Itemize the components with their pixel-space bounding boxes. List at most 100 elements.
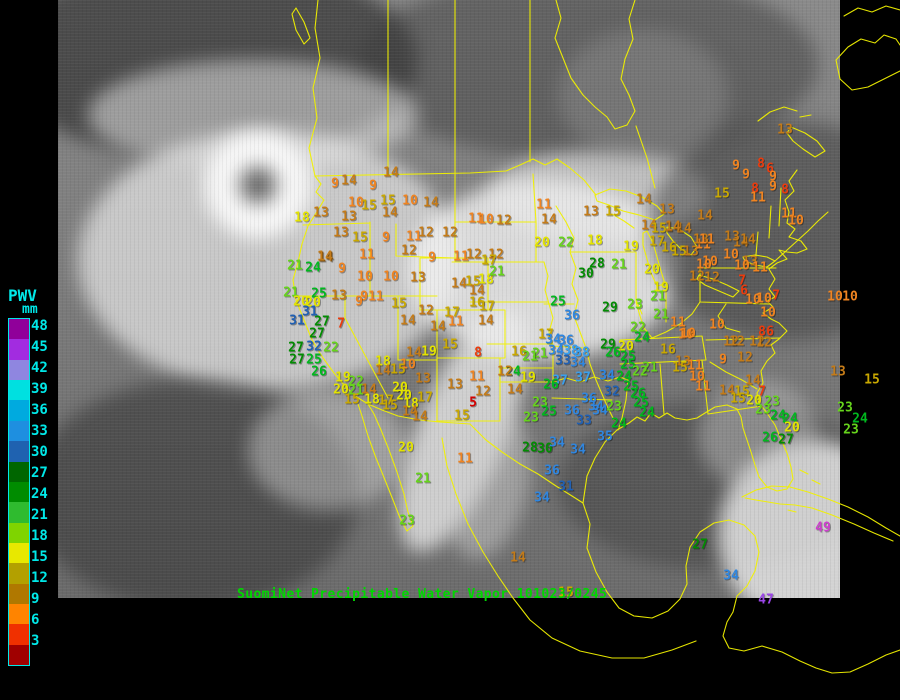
legend-color-step [9, 319, 29, 340]
station-value: 38 [574, 345, 590, 361]
legend-color-step [9, 359, 29, 381]
station-value: 15 [442, 337, 458, 353]
station-value: 34 [534, 490, 550, 506]
station-value: 8 [751, 181, 759, 197]
station-value: 15 [454, 408, 470, 424]
hudson-bay [554, 0, 636, 130]
lake-ontario [742, 254, 776, 268]
station-value: 25 [623, 379, 639, 395]
station-value: 38 [563, 343, 579, 359]
station-value: 36 [564, 403, 580, 419]
station-value: 10 [842, 289, 858, 305]
station-value: 5 [469, 395, 477, 411]
maritimes [757, 106, 826, 158]
station-value: 17 [538, 327, 554, 343]
station-value: 11 [687, 358, 703, 374]
station-value: 8 [474, 345, 482, 361]
station-value: 12 [475, 384, 491, 400]
station-value: 9 [742, 167, 750, 183]
station-value: 14 [341, 173, 357, 189]
station-value: 33 [576, 413, 592, 429]
legend-label: 6 [31, 612, 40, 628]
station-value: 22 [348, 374, 364, 390]
station-value: 36 [544, 463, 560, 479]
legend-label: 36 [31, 402, 48, 418]
station-value: 25 [620, 357, 636, 373]
us-canada-border [314, 158, 597, 196]
station-value: 15 [380, 193, 396, 209]
station-value: 27 [692, 537, 708, 553]
eastern-state-borders [619, 187, 782, 415]
station-value: 12 [723, 334, 739, 350]
station-value: 49 [815, 520, 831, 536]
station-value: 13 [415, 371, 431, 387]
station-value: 9 [719, 352, 727, 368]
station-value: 20 [784, 420, 800, 436]
station-value: 31 [558, 479, 574, 495]
station-value: 13 [777, 122, 793, 138]
legend-label: 39 [31, 381, 48, 397]
station-value: 27 [288, 340, 304, 356]
pacific-coast [292, 0, 414, 532]
station-value: 14 [451, 276, 467, 292]
caption: SuomiNet Precipitable Water Vapor 101023… [237, 587, 608, 602]
mexico-west-coast [441, 437, 697, 659]
station-value: 32 [306, 339, 322, 355]
station-value: 21 [348, 383, 364, 399]
station-value: 12 [689, 269, 705, 285]
station-value: 14 [406, 345, 422, 361]
cuba-coast [741, 485, 900, 542]
station-value: 14 [740, 232, 756, 248]
station-value: 23 [837, 400, 853, 416]
station-value: 14 [412, 409, 428, 425]
legend-color-step [9, 400, 29, 421]
station-value: 18 [587, 233, 603, 249]
station-value: 17 [444, 305, 460, 321]
legend-color-step [9, 644, 29, 666]
station-value: 16 [660, 342, 676, 358]
station-value: 14 [665, 219, 681, 235]
station-value: 13 [341, 209, 357, 225]
station-value: 30 [578, 266, 594, 282]
station-value: 14 [317, 249, 333, 265]
station-value: 31 [302, 304, 318, 320]
station-value: 24 [611, 416, 627, 432]
station-value: 23 [764, 394, 780, 410]
station-value: 15 [734, 384, 750, 400]
station-value: 14 [478, 313, 494, 329]
station-value: 22 [558, 235, 574, 251]
station-value: 11 [468, 211, 484, 227]
legend-color-step [9, 481, 29, 503]
station-value: 14 [641, 218, 657, 234]
station-value: 24 [616, 369, 632, 385]
station-value: 20 [534, 235, 550, 251]
station-value: 27 [314, 314, 330, 330]
station-value: 12 [756, 335, 772, 351]
station-value: 10 [678, 327, 694, 343]
station-value: 19 [335, 370, 351, 386]
station-value: 11 [699, 232, 715, 248]
station-value: 18 [375, 354, 391, 370]
station-value: 10 [400, 357, 416, 373]
station-value: 12 [466, 247, 482, 263]
station-value: 26 [605, 345, 621, 361]
station-value: 35 [597, 429, 613, 445]
station-value: 14 [430, 319, 446, 335]
station-value: 23 [523, 410, 539, 426]
station-value: 10 [680, 326, 696, 342]
legend-color-step [9, 542, 29, 564]
station-value: 20 [305, 295, 321, 311]
station-value: 15 [390, 362, 406, 378]
station-value: 15 [465, 274, 481, 290]
station-value: 20 [396, 388, 412, 404]
station-value: 11 [457, 451, 473, 467]
station-value: 33 [555, 353, 571, 369]
station-value: 30 [537, 441, 553, 457]
station-value: 14 [318, 250, 334, 266]
station-value: 10 [478, 212, 494, 228]
station-value: 20 [398, 440, 414, 456]
station-value: 8 [758, 324, 766, 340]
station-value: 12 [418, 225, 434, 241]
bahamas-islets [799, 469, 821, 485]
legend-label: 27 [31, 465, 48, 481]
